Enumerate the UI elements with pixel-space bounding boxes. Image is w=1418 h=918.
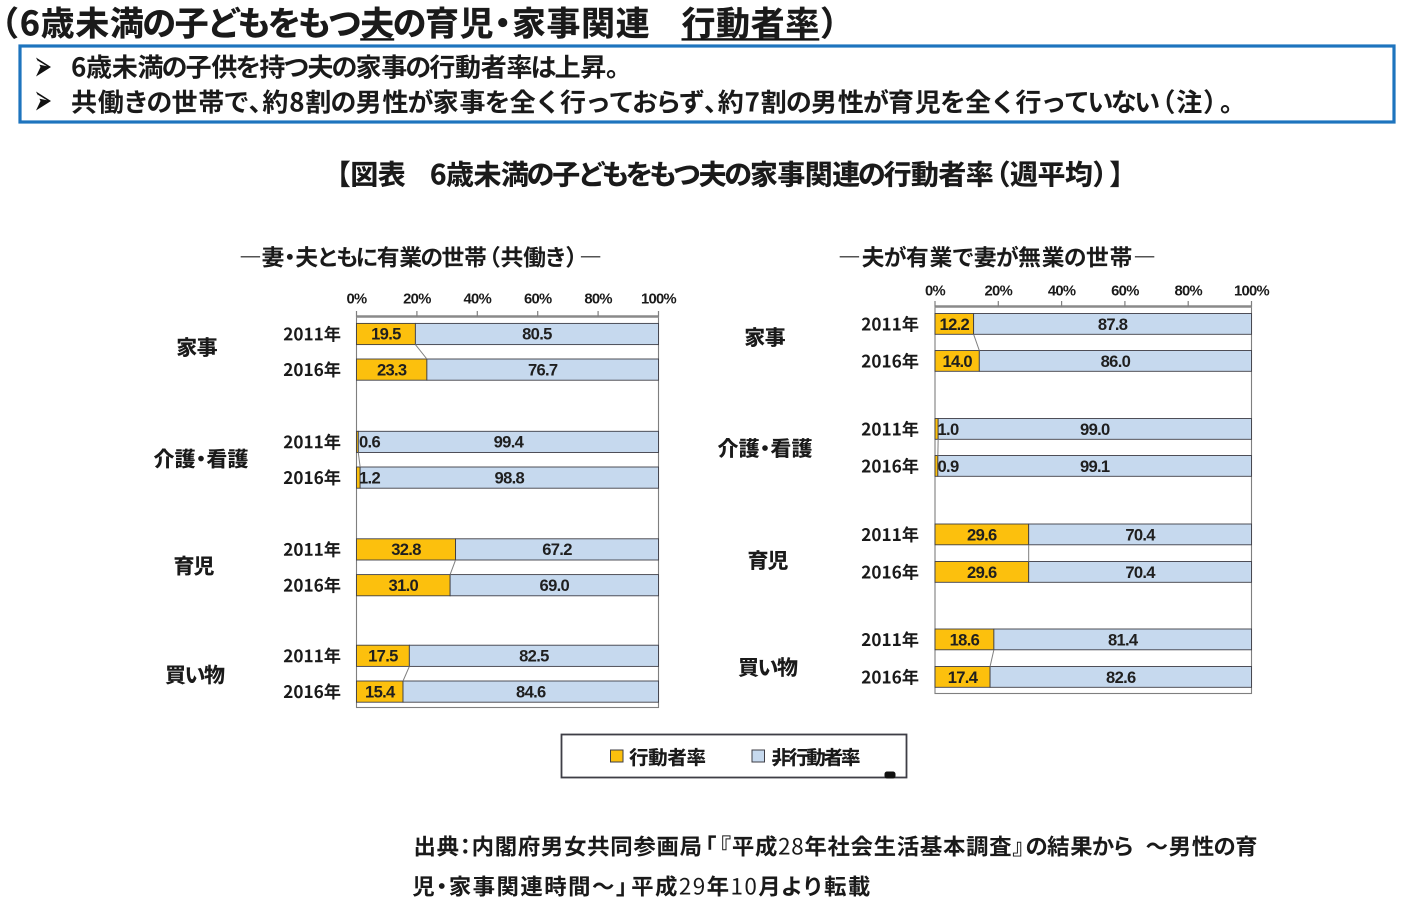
svg-text:70.4: 70.4 xyxy=(1125,525,1156,544)
svg-text:40%: 40% xyxy=(464,292,492,308)
svg-text:70.4: 70.4 xyxy=(1125,563,1156,582)
svg-text:84.6: 84.6 xyxy=(516,682,546,701)
svg-text:15.4: 15.4 xyxy=(365,682,396,701)
svg-text:100%: 100% xyxy=(641,292,677,308)
svg-text:1.0: 1.0 xyxy=(938,420,959,439)
svg-text:17.4: 17.4 xyxy=(948,668,979,687)
svg-text:98.8: 98.8 xyxy=(495,468,525,487)
svg-text:1.2: 1.2 xyxy=(359,468,380,487)
svg-text:82.6: 82.6 xyxy=(1106,668,1136,687)
svg-text:0%: 0% xyxy=(925,284,946,300)
svg-text:80%: 80% xyxy=(1174,284,1202,300)
svg-text:29.6: 29.6 xyxy=(967,563,997,582)
svg-text:99.1: 99.1 xyxy=(1080,457,1110,476)
svg-text:80.5: 80.5 xyxy=(522,325,552,344)
svg-text:20%: 20% xyxy=(403,292,431,308)
svg-text:60%: 60% xyxy=(1111,284,1139,300)
svg-text:81.4: 81.4 xyxy=(1108,630,1139,649)
svg-text:99.0: 99.0 xyxy=(1080,420,1110,439)
svg-text:19.5: 19.5 xyxy=(371,325,401,344)
svg-text:31.0: 31.0 xyxy=(389,576,419,595)
svg-text:69.0: 69.0 xyxy=(540,576,570,595)
svg-text:0%: 0% xyxy=(347,292,368,308)
svg-text:82.5: 82.5 xyxy=(519,647,549,666)
svg-text:12.2: 12.2 xyxy=(940,315,970,334)
svg-text:23.3: 23.3 xyxy=(377,360,407,379)
svg-text:67.2: 67.2 xyxy=(542,540,572,559)
svg-text:40%: 40% xyxy=(1048,284,1076,300)
svg-text:20%: 20% xyxy=(985,284,1013,300)
svg-text:17.5: 17.5 xyxy=(368,647,398,666)
svg-text:86.0: 86.0 xyxy=(1101,352,1131,371)
svg-text:87.8: 87.8 xyxy=(1098,315,1128,334)
svg-text:0.9: 0.9 xyxy=(938,457,959,476)
svg-text:99.4: 99.4 xyxy=(494,433,525,452)
svg-text:29.6: 29.6 xyxy=(967,525,997,544)
svg-text:32.8: 32.8 xyxy=(391,540,421,559)
svg-text:80%: 80% xyxy=(584,292,612,308)
svg-text:0.6: 0.6 xyxy=(359,433,380,452)
svg-text:100%: 100% xyxy=(1234,284,1270,300)
svg-text:18.6: 18.6 xyxy=(950,630,980,649)
svg-text:14.0: 14.0 xyxy=(942,352,972,371)
svg-text:76.7: 76.7 xyxy=(528,360,558,379)
svg-text:60%: 60% xyxy=(524,292,552,308)
